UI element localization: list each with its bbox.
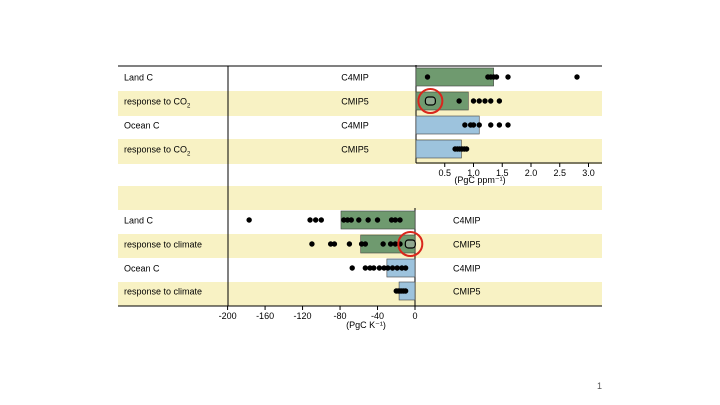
top-data-point bbox=[470, 98, 477, 104]
bottom-data-point bbox=[399, 265, 405, 271]
bottom-data-point bbox=[349, 265, 355, 271]
top-highlight-ring bbox=[417, 88, 444, 114]
top-group-label: Ocean C bbox=[124, 121, 160, 131]
bottom-group-label: Ocean C bbox=[124, 264, 160, 274]
top-x-tick-label: 3.0 bbox=[582, 168, 595, 178]
row-stripe bbox=[118, 139, 602, 164]
bottom-data-point bbox=[376, 265, 383, 271]
bottom-data-point bbox=[389, 265, 396, 271]
top-data-point bbox=[463, 146, 470, 152]
bottom-data-point bbox=[394, 265, 400, 271]
top-x-tick-label: 1.0 bbox=[467, 168, 480, 178]
top-data-point bbox=[476, 98, 482, 104]
top-data-point bbox=[456, 98, 462, 104]
bottom-model-label: C4MIP bbox=[453, 216, 481, 226]
bottom-data-point bbox=[309, 241, 315, 247]
top-data-point bbox=[493, 74, 500, 80]
bottom-model-label: C4MIP bbox=[453, 264, 481, 274]
bottom-x-tick-label: -120 bbox=[294, 311, 312, 321]
top-group-label: response to CO2 bbox=[124, 145, 191, 158]
bottom-highlight-ring bbox=[397, 231, 424, 257]
top-data-point bbox=[462, 122, 468, 128]
bottom-group-label: Land C bbox=[124, 216, 154, 226]
bottom-model-label: CMIP5 bbox=[453, 287, 481, 297]
bottom-x-tick-label: 0 bbox=[412, 311, 417, 321]
bottom-data-point bbox=[381, 265, 387, 271]
bottom-data-point bbox=[331, 241, 338, 247]
top-data-point bbox=[488, 122, 494, 128]
bottom-data-point bbox=[365, 217, 371, 223]
bottom-data-point bbox=[307, 217, 313, 223]
bottom-data-point bbox=[388, 217, 395, 223]
bottom-data-point bbox=[402, 265, 409, 271]
bottom-data-point bbox=[356, 217, 362, 223]
top-x-axis-label: (PgC ppm⁻¹) bbox=[454, 175, 505, 185]
top-data-point bbox=[574, 74, 580, 80]
top-data-point bbox=[482, 98, 488, 104]
top-x-tick-label: 0.5 bbox=[438, 168, 451, 178]
top-data-point bbox=[496, 122, 503, 128]
bottom-x-tick-label: -160 bbox=[256, 311, 274, 321]
page-number: 1 bbox=[596, 381, 602, 391]
bottom-data-point bbox=[367, 265, 373, 271]
bottom-data-point bbox=[371, 265, 377, 271]
bottom-data-point bbox=[346, 241, 353, 247]
top-data-point bbox=[505, 122, 511, 128]
bottom-data-point bbox=[380, 241, 386, 247]
bottom-x-tick-label: -80 bbox=[334, 311, 347, 321]
row-stripe bbox=[118, 282, 602, 306]
top-group-label: Land C bbox=[124, 73, 154, 83]
top-x-tick-label: 1.5 bbox=[496, 168, 509, 178]
bottom-highlight-point bbox=[404, 239, 416, 249]
bottom-data-point bbox=[374, 217, 381, 223]
bottom-data-point bbox=[344, 217, 351, 223]
row-stripe bbox=[118, 186, 602, 210]
top-model-label: C4MIP bbox=[341, 73, 369, 83]
bottom-data-point bbox=[362, 265, 369, 271]
bottom-group-label: response to climate bbox=[124, 287, 202, 297]
bottom-data-point bbox=[312, 217, 319, 223]
bottom-data-point bbox=[327, 241, 334, 247]
top-data-point bbox=[505, 74, 511, 80]
bottom-data-point bbox=[402, 288, 409, 294]
bottom-data-point bbox=[341, 217, 347, 223]
top-x-tick-label: 2.5 bbox=[553, 168, 566, 178]
row-stripe bbox=[118, 91, 602, 116]
top-data-point bbox=[424, 74, 431, 80]
bottom-model-label: CMIP5 bbox=[453, 240, 481, 250]
top-model-label: CMIP5 bbox=[341, 145, 369, 155]
top-model-label: CMIP5 bbox=[341, 97, 369, 107]
top-data-point bbox=[476, 122, 482, 128]
bottom-x-tick-label: -40 bbox=[371, 311, 384, 321]
bottom-data-point bbox=[246, 217, 252, 223]
top-group-label: response to CO2 bbox=[124, 97, 191, 110]
bottom-data-point bbox=[392, 241, 399, 247]
bottom-data-point bbox=[318, 217, 324, 223]
top-model-label: C4MIP bbox=[341, 121, 369, 131]
bottom-group-label: response to climate bbox=[124, 240, 202, 250]
top-x-tick-label: 2.0 bbox=[525, 168, 538, 178]
bottom-data-point bbox=[362, 241, 369, 247]
bottom-data-point bbox=[392, 217, 399, 223]
bottom-x-axis-label: (PgC K⁻¹) bbox=[346, 320, 386, 330]
bottom-data-point bbox=[348, 217, 354, 223]
top-data-point bbox=[488, 98, 494, 104]
bottom-data-point bbox=[385, 265, 391, 271]
top-highlight-point bbox=[424, 96, 436, 106]
top-data-point bbox=[470, 122, 477, 128]
bottom-data-point bbox=[397, 217, 403, 223]
bottom-data-point bbox=[358, 241, 365, 247]
bottom-data-point bbox=[387, 241, 394, 247]
bottom-x-tick-label: -200 bbox=[219, 311, 237, 321]
top-data-point bbox=[496, 98, 503, 104]
